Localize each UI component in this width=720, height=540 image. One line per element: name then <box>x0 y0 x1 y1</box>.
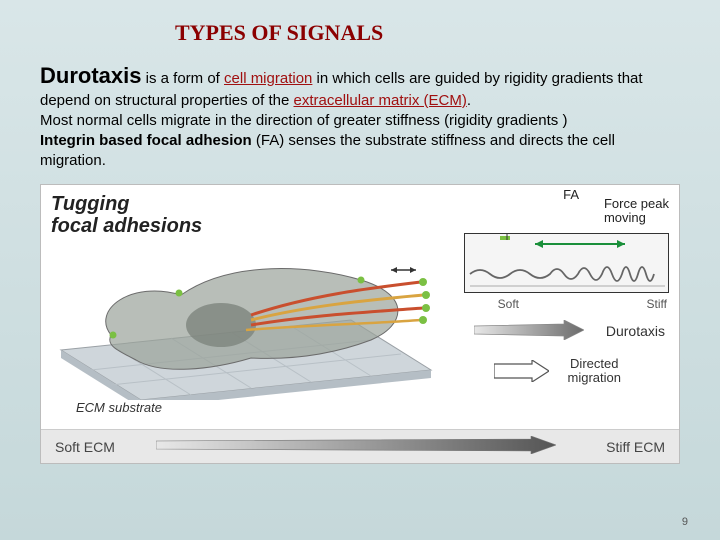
p2: Most normal cells migrate in the directi… <box>40 112 567 129</box>
page-number: 9 <box>682 516 688 528</box>
p1a: is a form of <box>141 70 224 87</box>
link-ecm[interactable]: extracellular matrix (ECM) <box>294 92 467 109</box>
inset-stiff-label: Stiff <box>647 297 667 311</box>
directed-arrow-icon <box>494 360 549 382</box>
fa-label: FA <box>563 187 579 202</box>
inset-box <box>464 233 669 293</box>
figure-left-panel: Tugging focal adhesions <box>51 193 441 237</box>
force-peak-label: Force peakmoving <box>604 197 669 226</box>
soft-ecm-label: Soft ECM <box>55 439 115 455</box>
p1c: . <box>467 92 471 109</box>
gradient-arrow-icon <box>156 436 556 454</box>
lead-term: Durotaxis <box>40 63 141 88</box>
link-cell-migration[interactable]: cell migration <box>224 70 312 87</box>
bottom-bar: Soft ECM Stiff ECM <box>41 429 679 463</box>
figure-left-title: Tugging focal adhesions <box>51 193 441 237</box>
p3-bold: Integrin based focal adhesion <box>40 132 256 149</box>
inset-soft-label: Soft <box>498 297 519 311</box>
durotaxis-small-arrow <box>474 320 584 340</box>
durotaxis-label: Durotaxis <box>606 323 665 339</box>
figure: Tugging focal adhesions <box>40 184 680 464</box>
ecm-substrate-label: ECM substrate <box>76 400 162 415</box>
slide-title: TYPES OF SIGNALS <box>0 0 720 61</box>
body-text: Durotaxis is a form of cell migration in… <box>0 61 720 172</box>
cell-diagram <box>51 240 441 400</box>
stiff-ecm-label: Stiff ECM <box>606 439 665 455</box>
directed-migration-label: Directedmigration <box>568 357 621 386</box>
